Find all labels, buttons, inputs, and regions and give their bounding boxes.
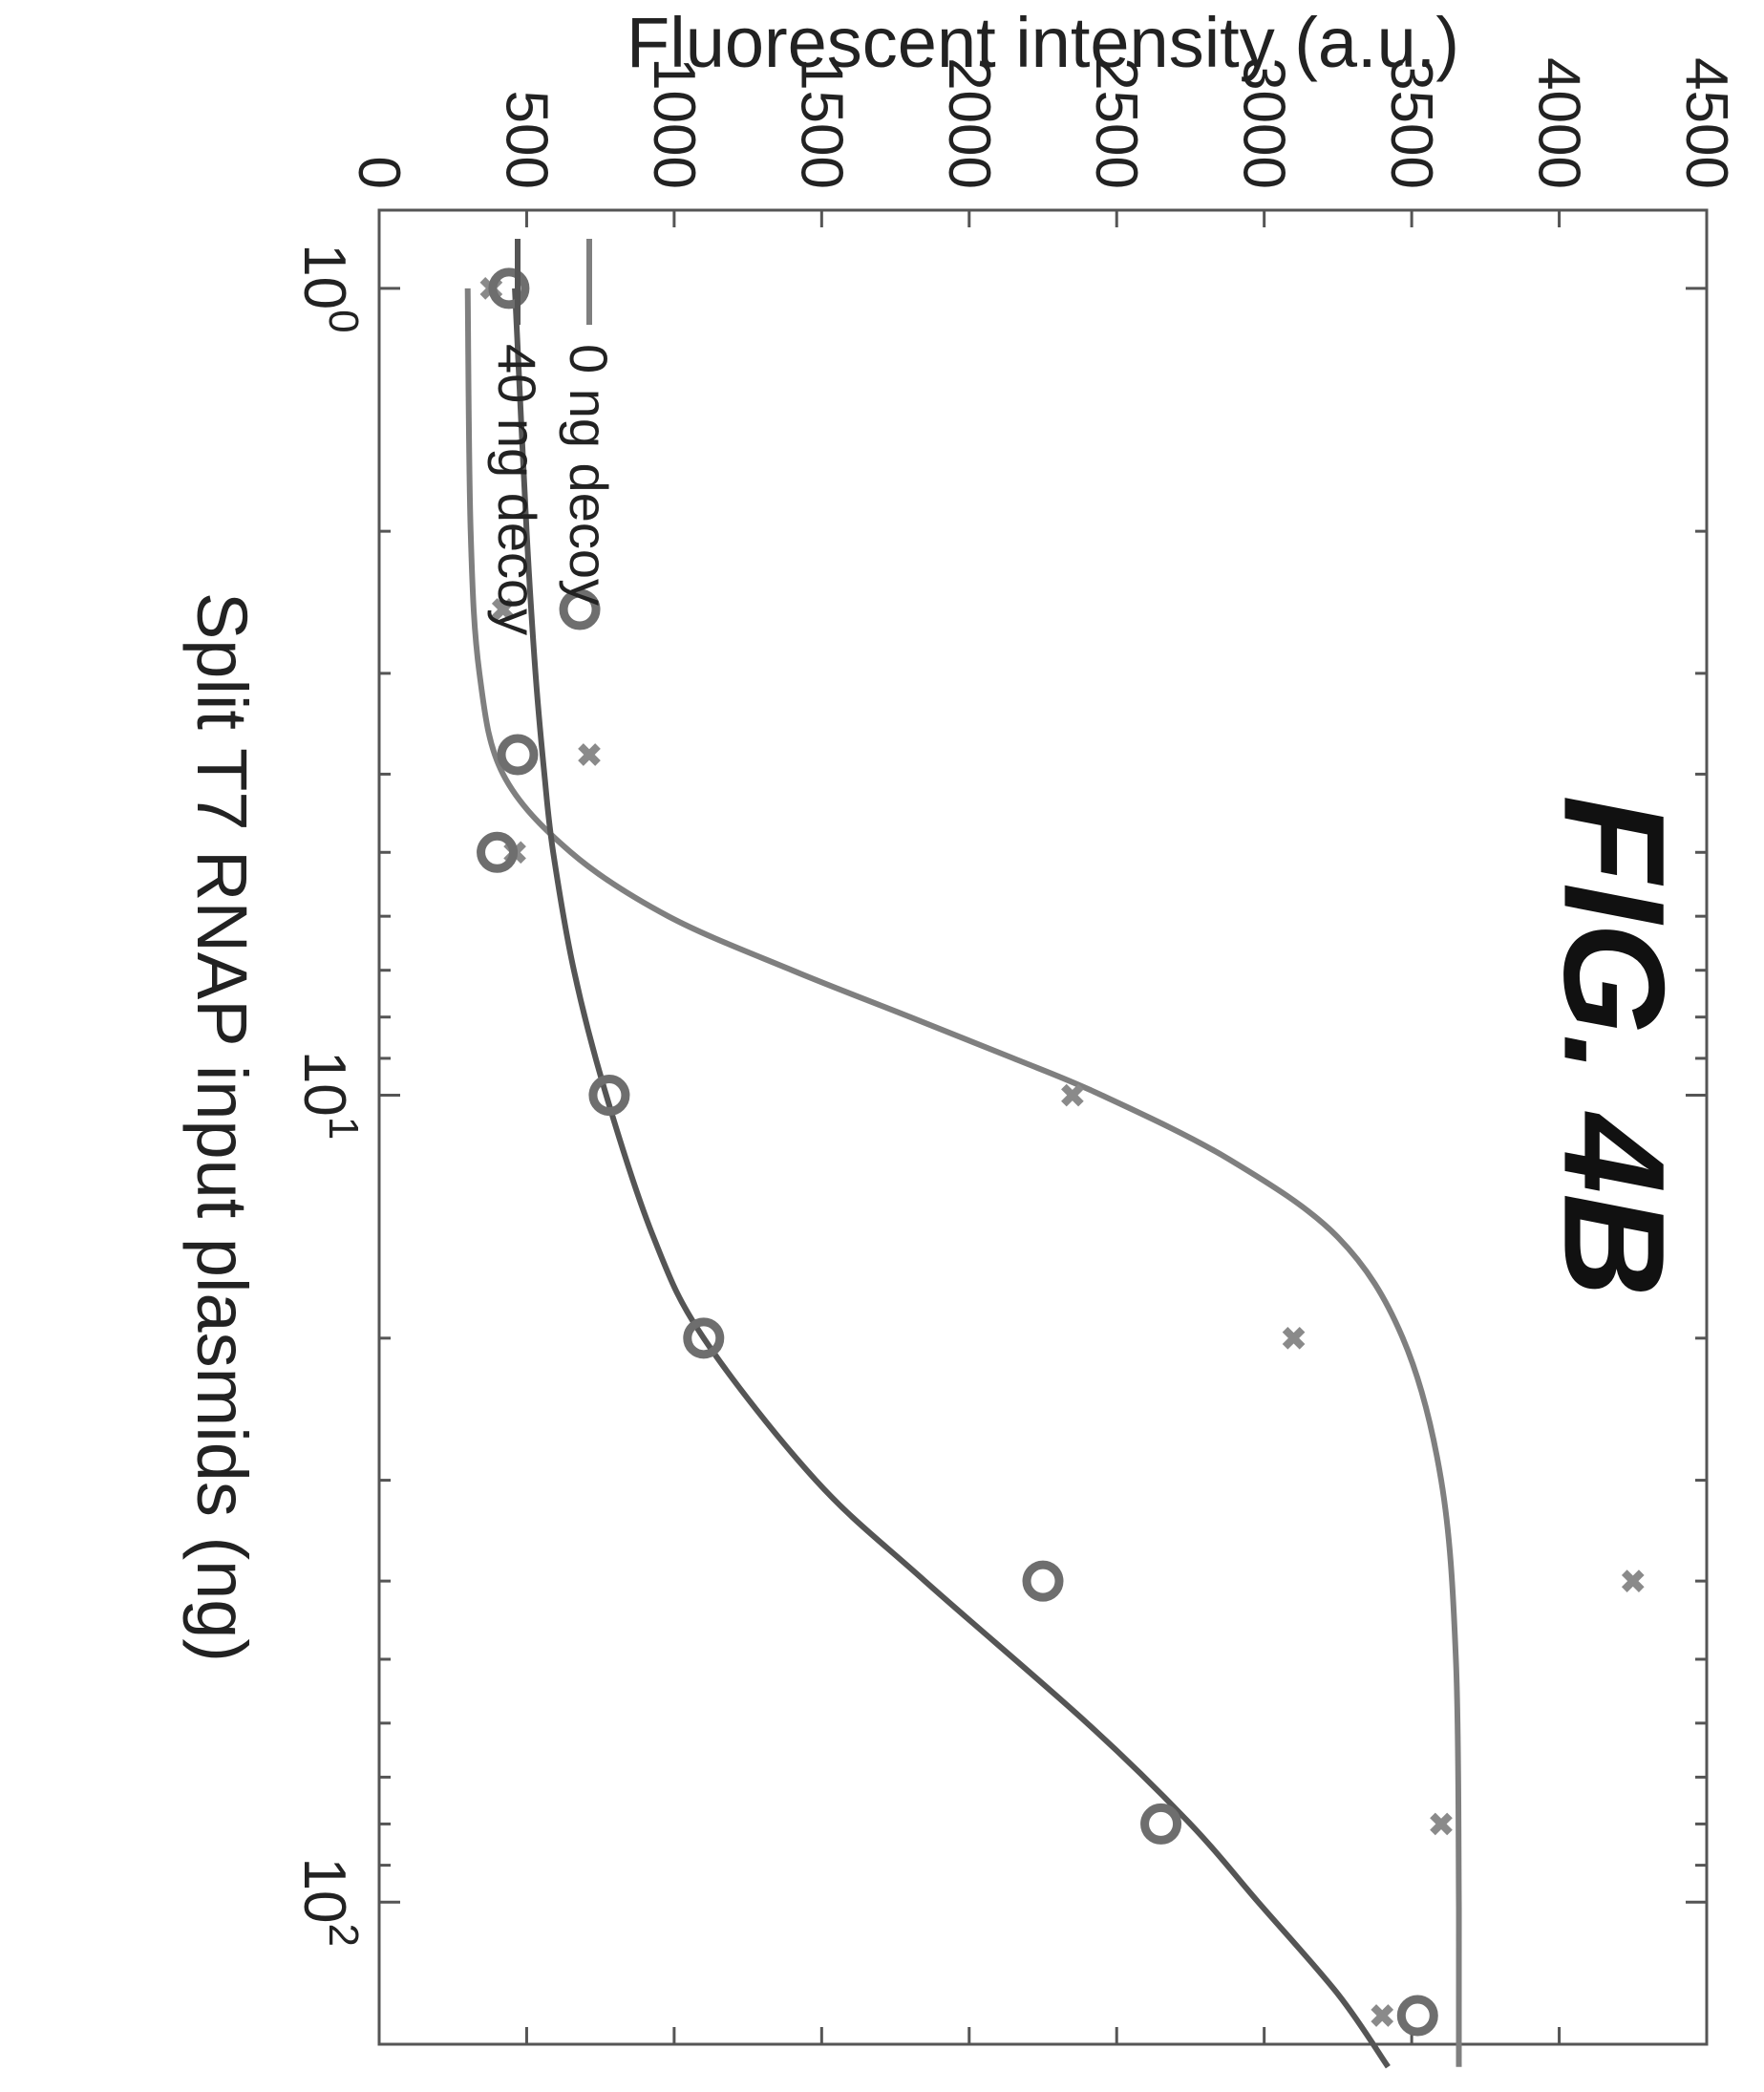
y-tick-label: 1500 (788, 57, 854, 189)
data-point-series-1 (1396, 1995, 1438, 2037)
fit-curve-series-0 (464, 288, 1462, 2067)
data-point-series-0 (491, 598, 515, 621)
y-axis-title: Fluorescent intensity (a.u.) (627, 3, 1459, 82)
legend-label-1: 40 ng decoy (487, 344, 547, 635)
y-tick-label: 1000 (641, 57, 707, 189)
data-point-series-0 (1371, 2004, 1394, 2027)
data-point-series-0 (1430, 1812, 1453, 1836)
data-point-series-0 (1621, 1569, 1645, 1592)
legend-label-0: 0 ng decoy (559, 344, 619, 606)
axes-frame (377, 208, 1709, 2046)
x-tick-label: 102 (291, 1858, 367, 1947)
x-axis-title: Split T7 RNAP input plasmids (ng) (182, 592, 262, 1662)
y-tick-label: 2000 (936, 57, 1002, 189)
data-point-series-1 (559, 588, 601, 630)
x-tick-label: 101 (291, 1051, 367, 1140)
y-tick-label: 4500 (1673, 57, 1739, 189)
data-point-series-1 (588, 1075, 630, 1117)
legend-marker-1 (497, 734, 539, 776)
x-tick-label: 100 (291, 244, 367, 332)
x-ticks: 100 101 102 (291, 244, 1707, 1947)
y-tick-label: 500 (493, 91, 559, 189)
y-tick-label: 2500 (1083, 57, 1149, 189)
y-tick-label: 4000 (1526, 57, 1592, 189)
legend-marker-0 (578, 743, 601, 766)
data-point-series-1 (1140, 1803, 1182, 1845)
y-tick-label: 0 (346, 157, 412, 189)
data-points (477, 267, 1645, 2037)
data-point-series-0 (1282, 1327, 1306, 1350)
y-tick-label: 3000 (1231, 57, 1297, 189)
data-point-series-0 (1061, 1083, 1084, 1107)
data-point-series-1 (477, 831, 519, 873)
fit-curves (464, 288, 1462, 2069)
y-tick-label: 3500 (1378, 57, 1444, 189)
y-ticks: 0 500 1000 1500 2000 2500 3000 3500 4000 4500 (346, 57, 1739, 2044)
plot-frame (377, 208, 1709, 2046)
fit-curve-series-1 (512, 288, 1391, 2069)
data-point-series-1 (683, 1317, 725, 1359)
data-point-series-1 (1022, 1560, 1064, 1602)
figure-label: FIG. 4B (1534, 795, 1695, 1297)
data-point-series-1 (488, 267, 530, 310)
